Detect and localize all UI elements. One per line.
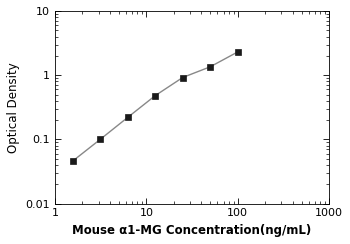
X-axis label: Mouse α1-MG Concentration(ng/mL): Mouse α1-MG Concentration(ng/mL) (72, 224, 312, 237)
Y-axis label: Optical Density: Optical Density (7, 62, 20, 153)
